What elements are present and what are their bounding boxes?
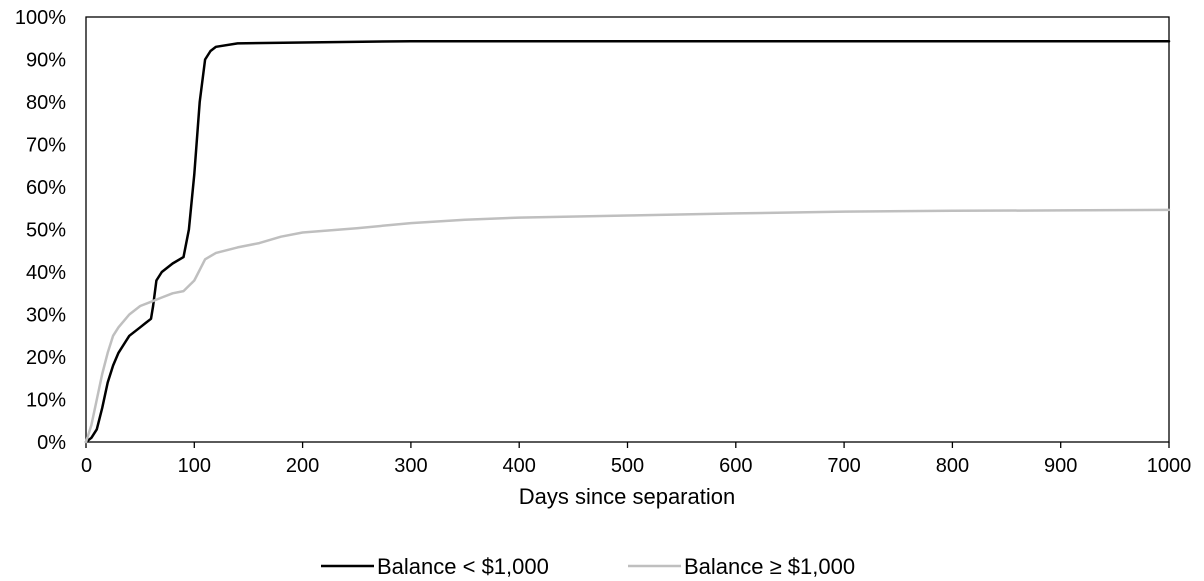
legend-label-balance-under-1000: Balance < $1,000 bbox=[377, 554, 549, 579]
series-line-0 bbox=[84, 39, 1171, 444]
x-tick-label: 100 bbox=[178, 455, 211, 477]
x-axis-tick-marks bbox=[85, 442, 1170, 448]
x-axis-title: Days since separation bbox=[519, 484, 735, 509]
x-tick-label: 200 bbox=[286, 455, 319, 477]
y-tick-label: 10% bbox=[26, 390, 66, 412]
y-tick-label: 100% bbox=[15, 7, 66, 29]
y-tick-label: 90% bbox=[26, 50, 66, 72]
y-tick-label: 20% bbox=[26, 347, 66, 369]
x-tick-label: 700 bbox=[827, 455, 860, 477]
x-tick-label: 900 bbox=[1044, 455, 1077, 477]
y-tick-label: 50% bbox=[26, 220, 66, 242]
y-tick-label: 70% bbox=[26, 135, 66, 157]
x-tick-label: 600 bbox=[719, 455, 752, 477]
y-tick-label: 60% bbox=[26, 177, 66, 199]
x-tick-label: 400 bbox=[503, 455, 536, 477]
x-tick-label: 500 bbox=[611, 455, 644, 477]
legend-label-balance-over-1000: Balance ≥ $1,000 bbox=[684, 554, 855, 579]
x-tick-label: 300 bbox=[394, 455, 427, 477]
series-lines bbox=[84, 39, 1171, 444]
x-tick-label: 0 bbox=[81, 455, 92, 477]
y-tick-label: 30% bbox=[26, 305, 66, 327]
y-tick-label: 80% bbox=[26, 92, 66, 114]
x-tick-label: 800 bbox=[936, 455, 969, 477]
y-tick-label: 0% bbox=[37, 432, 66, 454]
y-axis-tick-labels: 0% 10% 20% 30% 40% 50% 60% 70% 80% 90% 100% bbox=[15, 7, 66, 454]
x-axis-tick-labels: 0 100 200 300 400 500 600 700 800 900 1000 bbox=[81, 455, 1191, 477]
plot-area-frame bbox=[85, 16, 1170, 443]
series-line-1 bbox=[84, 208, 1171, 444]
legend: Balance < $1,000 Balance ≥ $1,000 bbox=[321, 554, 855, 579]
x-tick-label: 1000 bbox=[1147, 455, 1192, 477]
y-tick-label: 40% bbox=[26, 262, 66, 284]
